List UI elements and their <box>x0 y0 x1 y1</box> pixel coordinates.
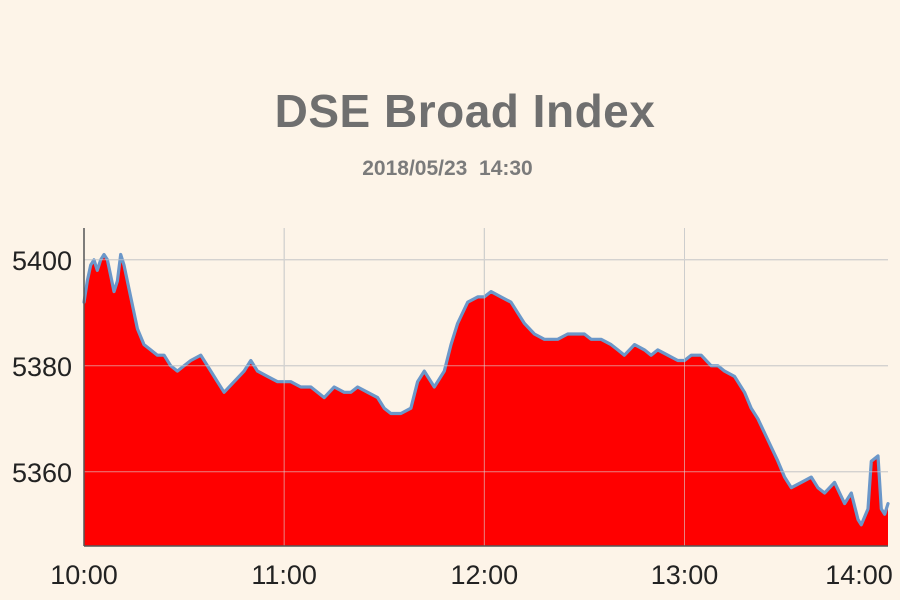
series-layer <box>82 228 890 546</box>
tick-labels: 5360 5380 5400 10:00 11:00 12:00 13:00 14:00 <box>12 246 893 590</box>
x-tick-label: 13:00 <box>651 560 719 590</box>
y-tick-label: 5400 <box>12 246 72 276</box>
chart-title: DSE Broad Index <box>274 85 656 137</box>
index-line <box>82 252 890 527</box>
x-tick-label: 14:00 <box>825 560 893 590</box>
x-tick-label: 10:00 <box>50 560 118 590</box>
chart-subtitle: 2018/05/23 14:30 <box>362 157 533 180</box>
index-area <box>84 254 888 546</box>
x-tick-label: 12:00 <box>451 560 519 590</box>
axes <box>83 228 888 547</box>
y-tick-label: 5380 <box>12 352 72 382</box>
y-tick-label: 5360 <box>12 458 72 488</box>
x-tick-label: 11:00 <box>251 560 317 590</box>
